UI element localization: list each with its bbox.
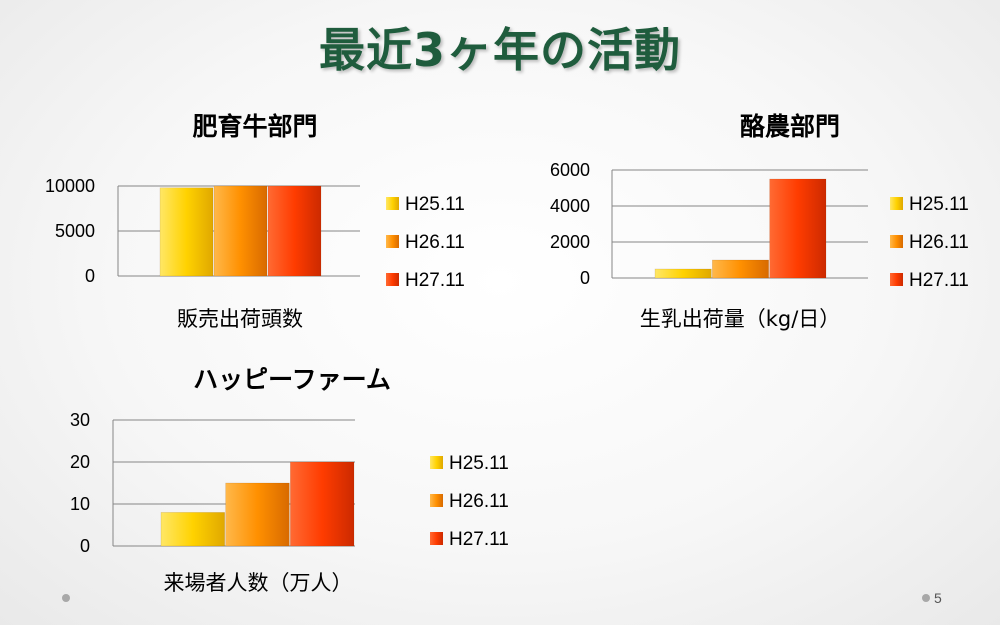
- chart-3: ハッピーファーム 0 10 20 30 来場者人数（万人） H25.11 H26.11 H27.…: [70, 365, 509, 595]
- y-tick-label: 0: [85, 266, 95, 286]
- bar-H26.11: [213, 185, 268, 277]
- y-tick-label: 6000: [550, 160, 590, 180]
- legend-entry: H27.11: [909, 270, 969, 291]
- x-axis-label: 販売出荷頭数: [177, 307, 303, 331]
- x-axis-label: 来場者人数（万人）: [164, 571, 353, 595]
- legend-entry: H26.11: [909, 232, 969, 253]
- bar-H27.11: [769, 178, 827, 279]
- chart-1: 肥育牛部門 0 5000 10000 販売出荷頭数 H25.11 H26.11 H27.11: [45, 112, 465, 331]
- corner-dot-right: [922, 594, 930, 602]
- x-axis-label: 生乳出荷量（kg/日）: [640, 307, 841, 331]
- bar-H26.11: [712, 259, 769, 279]
- legend-swatch: [890, 235, 903, 248]
- legend-entry: H25.11: [405, 194, 465, 215]
- legend-swatch: [430, 456, 443, 469]
- y-tick-label: 10: [70, 494, 90, 514]
- y-tick-label: 20: [70, 452, 90, 472]
- slide-title: 最近3ヶ年の活動: [318, 23, 681, 77]
- bar-H27.11: [267, 185, 322, 277]
- corner-dot-left: [62, 594, 70, 602]
- legend-swatch: [890, 197, 903, 210]
- bar-H25.11: [654, 268, 712, 279]
- y-tick-label: 0: [80, 536, 90, 556]
- y-tick-label: 30: [70, 410, 90, 430]
- chart-title: ハッピーファーム: [193, 365, 391, 394]
- bar-H25.11: [159, 187, 214, 277]
- y-tick-label: 5000: [55, 221, 95, 241]
- bar-H27.11: [290, 461, 355, 547]
- bar-H26.11: [225, 482, 290, 547]
- legend-entry: H26.11: [449, 491, 509, 512]
- y-tick-label: 10000: [45, 176, 95, 196]
- legend-swatch: [430, 494, 443, 507]
- legend-entry: H25.11: [909, 194, 969, 215]
- legend-entry: H27.11: [405, 270, 465, 291]
- legend-swatch: [386, 235, 399, 248]
- y-tick-label: 2000: [550, 232, 590, 252]
- legend-swatch: [890, 273, 903, 286]
- legend-entry: H27.11: [449, 529, 509, 550]
- page-number: 5: [934, 590, 942, 606]
- chart-title: 酪農部門: [740, 112, 840, 141]
- chart-2: 酪農部門 0 2000 4000 6000 生乳出荷量（kg/日） H25.11 H26.11…: [550, 112, 969, 331]
- legend-entry: H26.11: [405, 232, 465, 253]
- legend-entry: H25.11: [449, 453, 509, 474]
- legend-swatch: [386, 197, 399, 210]
- bar-H25.11: [160, 512, 225, 547]
- legend-swatch: [386, 273, 399, 286]
- chart-title: 肥育牛部門: [192, 112, 317, 141]
- legend-swatch: [430, 532, 443, 545]
- y-tick-label: 4000: [550, 196, 590, 216]
- y-tick-label: 0: [580, 268, 590, 288]
